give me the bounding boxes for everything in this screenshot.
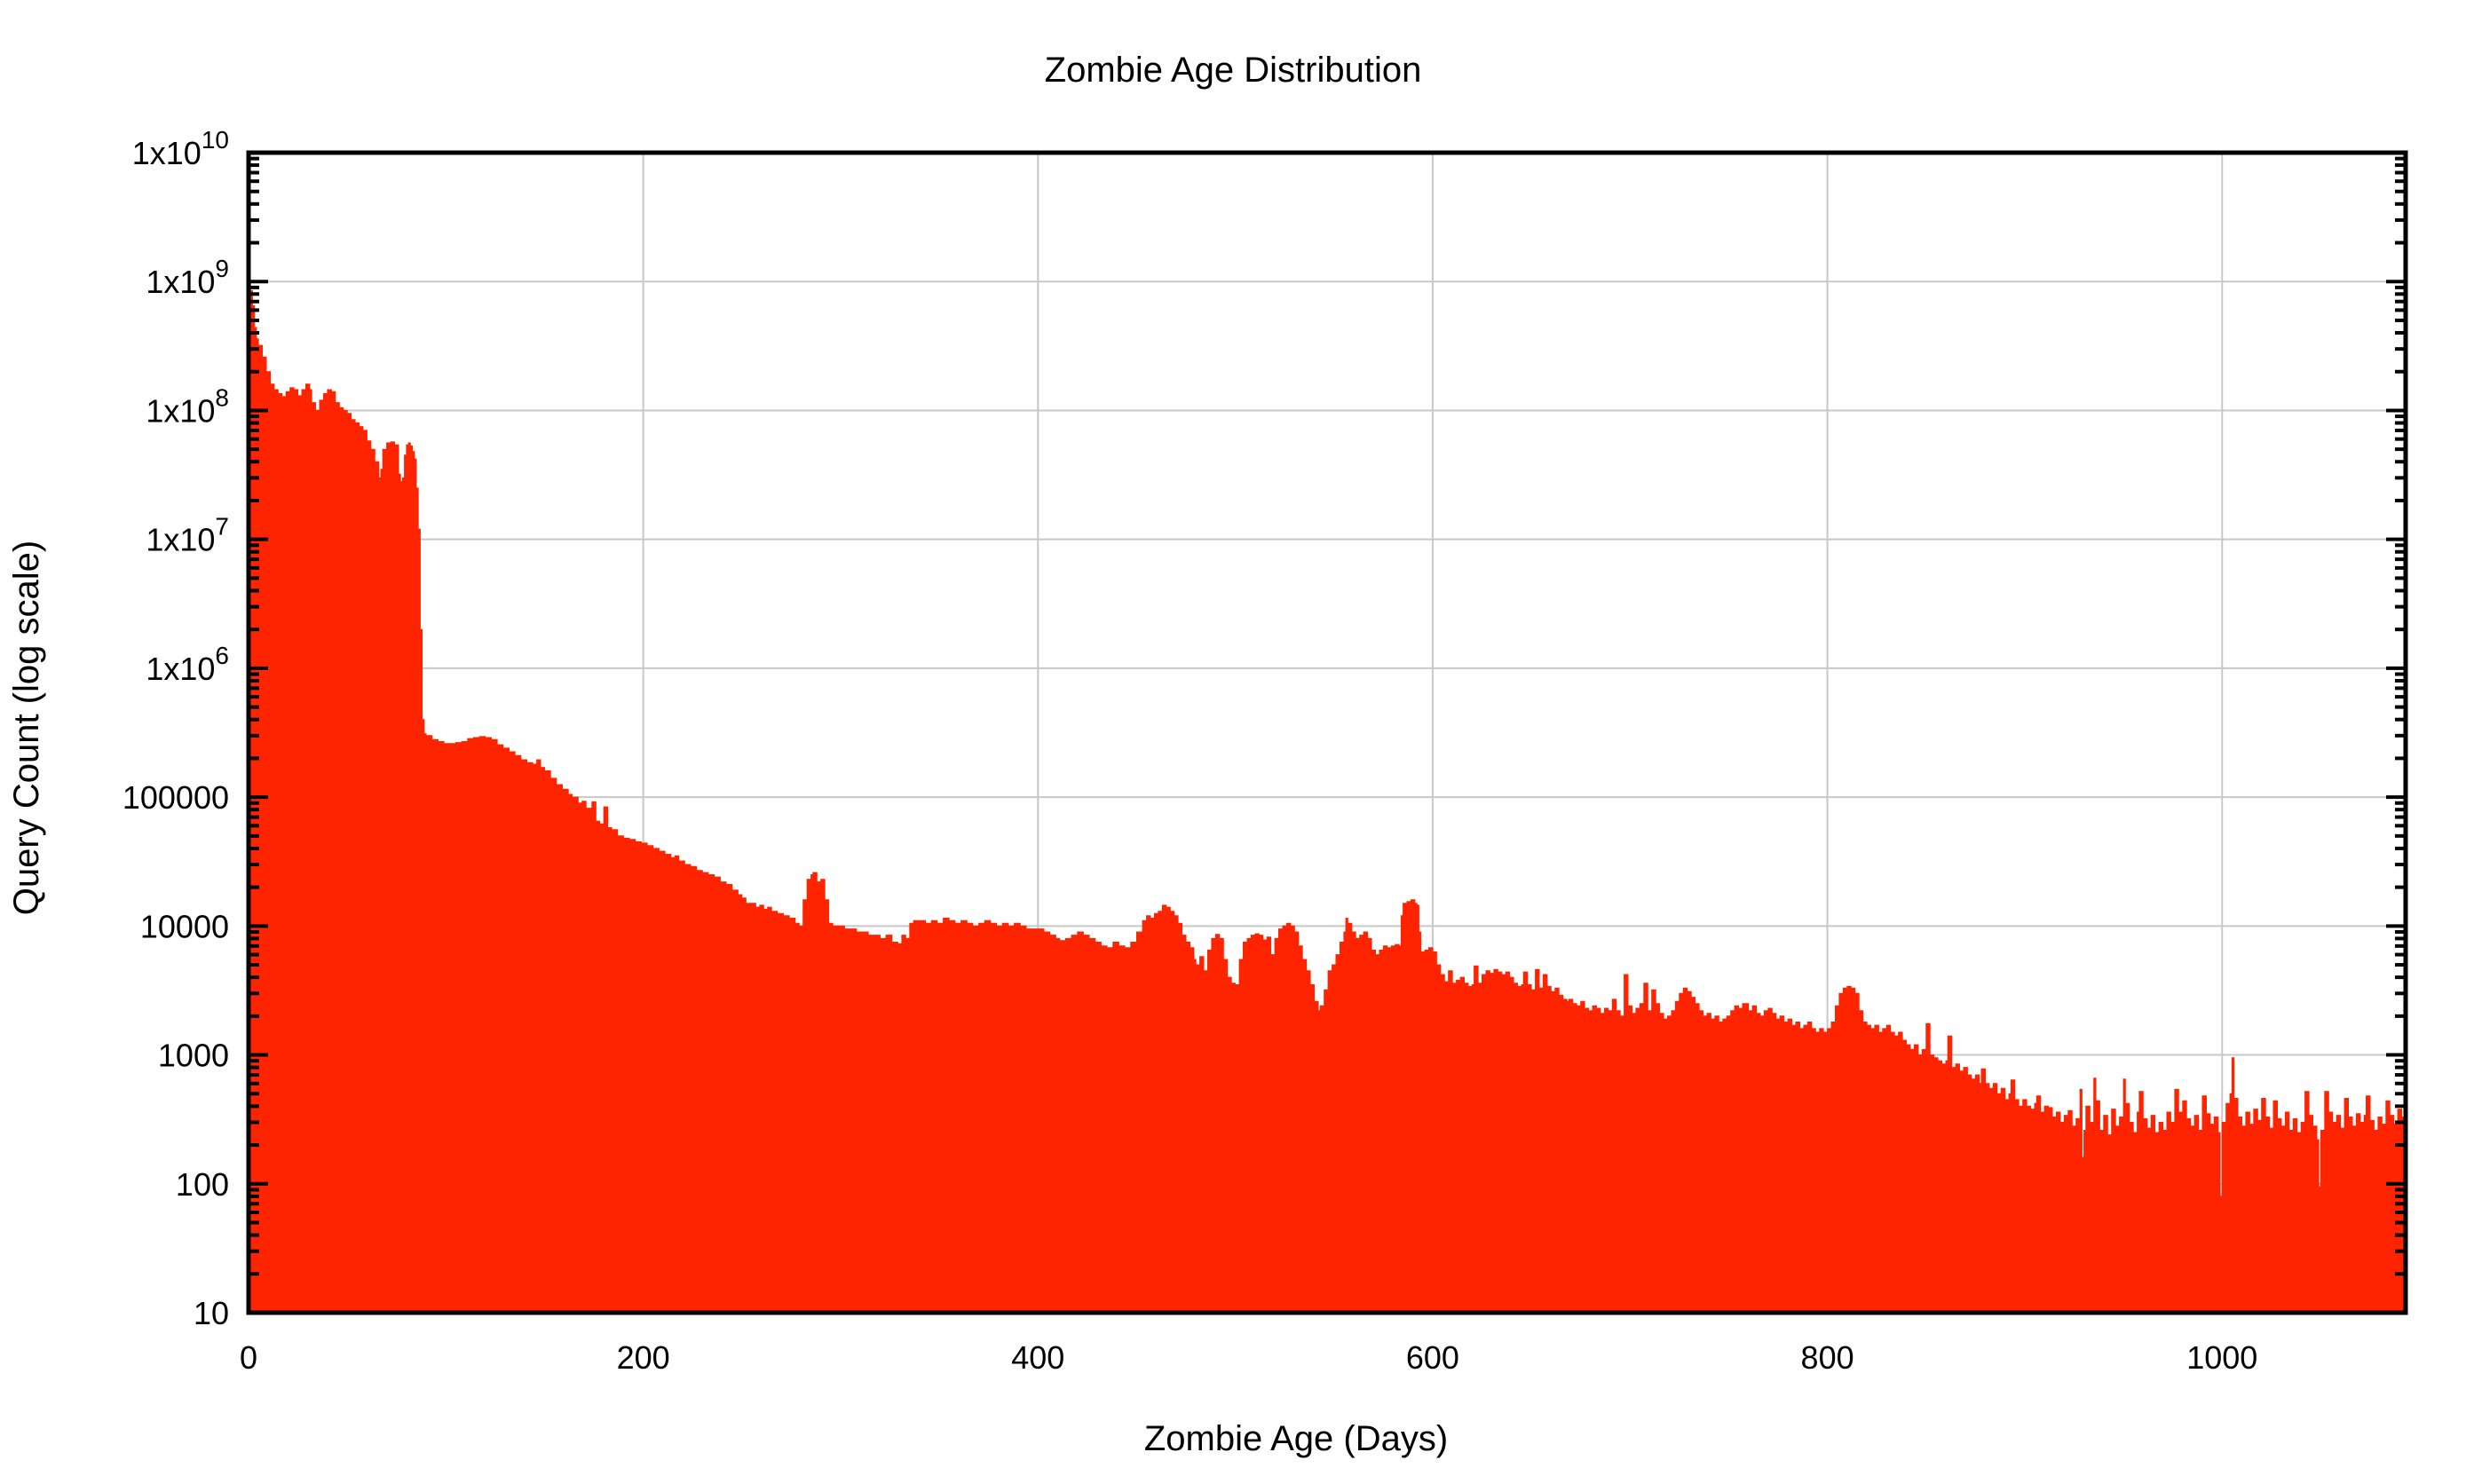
x-tick-label: 800 xyxy=(1801,1339,1854,1376)
y-tick-label: 100000 xyxy=(123,779,229,816)
x-tick-label: 600 xyxy=(1406,1339,1459,1376)
y-tick-label: 1x109 xyxy=(146,255,229,300)
x-tick-label: 0 xyxy=(240,1339,257,1376)
y-tick-label: 1x108 xyxy=(146,383,229,429)
axis-layer xyxy=(246,150,2408,1315)
x-axis-label: Zombie Age (Days) xyxy=(1144,1419,1448,1458)
chart-title: Zombie Age Distribution xyxy=(1045,51,1422,90)
y-tick-label: 1000 xyxy=(158,1038,229,1074)
y-tick-label: 10000 xyxy=(140,908,229,944)
x-tick-labels: 0 200 400 600 800 1000 xyxy=(240,1339,2257,1376)
tick-marks xyxy=(249,151,2406,1314)
y-tick-label: 100 xyxy=(176,1166,229,1203)
y-tick-label: 1x106 xyxy=(146,642,229,687)
x-tick-label: 1000 xyxy=(2186,1339,2257,1376)
y-axis-label: Query Count (log scale) xyxy=(7,541,46,915)
plot-border xyxy=(246,150,2408,1315)
y-tick-label: 10 xyxy=(194,1295,229,1331)
series-area xyxy=(248,280,2407,1313)
data-layer xyxy=(248,280,2407,1313)
y-tick-label: 1x1010 xyxy=(132,126,229,171)
y-tick-label: 1x107 xyxy=(146,513,229,558)
x-tick-label: 200 xyxy=(617,1339,670,1376)
x-tick-label: 400 xyxy=(1011,1339,1064,1376)
y-tick-labels: 10 100 1000 10000 100000 1x106 1x107 1x108 1x109… xyxy=(123,126,229,1331)
